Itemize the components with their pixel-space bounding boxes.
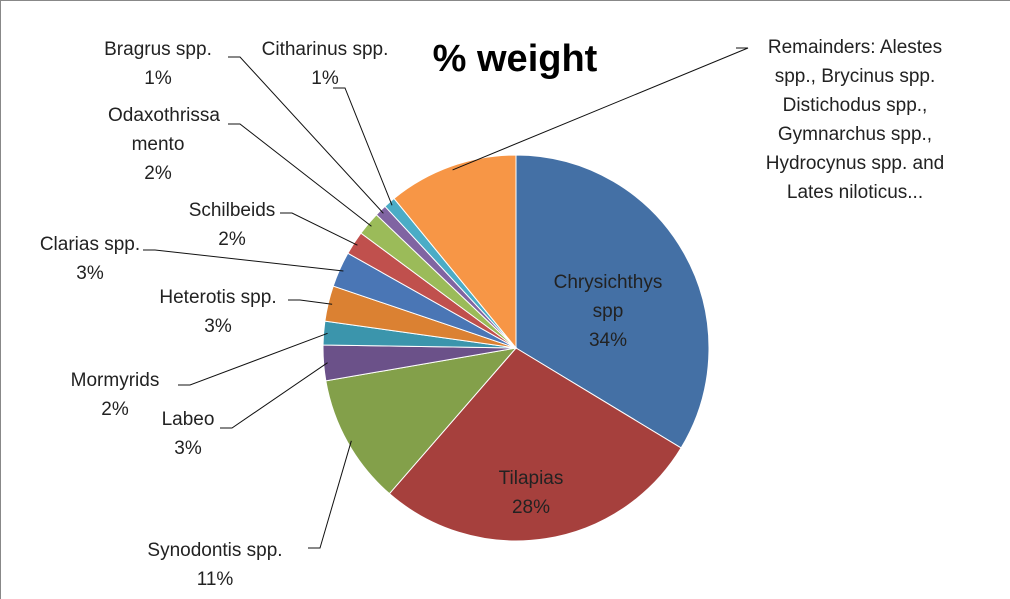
pie-slice	[325, 347, 518, 495]
category-label: Synodontis spp.	[147, 540, 283, 561]
slice-label: Citharinus spp. 1%	[245, 35, 405, 93]
slice-label: Schilbeids 2%	[172, 196, 292, 254]
value-label: 3%	[204, 316, 232, 337]
value-label: 1%	[144, 68, 172, 89]
slice-label: Chrysichthys spp 34%	[543, 268, 673, 355]
category-label: Odaxothrissa mento	[108, 105, 220, 155]
leader-line	[228, 123, 372, 227]
slice-label: Synodontis spp. 11%	[115, 536, 315, 594]
leader-line	[333, 87, 393, 206]
category-label: Mormyrids	[70, 370, 160, 391]
value-label: 2%	[144, 163, 172, 184]
slice-label: Clarias spp. 3%	[10, 230, 170, 288]
value-label: 2%	[101, 399, 129, 420]
leader-line	[228, 56, 384, 214]
category-label: Heterotis spp.	[159, 287, 277, 308]
slice-label: Odaxothrissa mento 2%	[108, 101, 220, 188]
pie-slice	[515, 154, 710, 449]
value-label: 3%	[76, 263, 104, 284]
slice-label: Remainders: Alestes spp., Brycinus spp. …	[753, 33, 958, 207]
slice-label: Tilapias 28%	[471, 464, 591, 522]
slice-label: Heterotis spp. 3%	[138, 283, 298, 341]
slice-label: Mormyrids 2%	[45, 366, 185, 424]
pie-slice	[393, 154, 517, 350]
category-label: Schilbeids	[188, 200, 276, 221]
slice-label: Bragrus spp. 1%	[93, 35, 223, 93]
leader-line	[178, 332, 328, 386]
value-label: 3%	[174, 438, 202, 459]
leader-line	[308, 440, 352, 549]
slice-label: Labeo 3%	[138, 405, 238, 463]
leader-line	[280, 212, 358, 246]
value-label: 11%	[196, 569, 234, 590]
category-label: Chrysichthys spp	[553, 272, 663, 322]
category-label: Tilapias	[498, 468, 564, 489]
pie-slice	[388, 347, 682, 542]
value-label: 1%	[311, 68, 339, 89]
category-label: Remainders: Alestes spp., Brycinus spp. …	[765, 37, 945, 203]
category-label: Citharinus spp.	[261, 39, 389, 60]
leader-line	[288, 299, 333, 305]
leader-line	[452, 47, 749, 171]
chart-title: % weight	[432, 38, 598, 80]
value-label: 28%	[511, 497, 551, 518]
category-label: Clarias spp.	[39, 234, 141, 255]
leader-line	[220, 362, 328, 429]
leader-line	[143, 249, 344, 272]
value-label: 2%	[218, 229, 246, 250]
category-label: Bragrus spp.	[104, 39, 212, 60]
category-label: Labeo	[161, 409, 215, 430]
value-label: 34%	[588, 330, 628, 351]
